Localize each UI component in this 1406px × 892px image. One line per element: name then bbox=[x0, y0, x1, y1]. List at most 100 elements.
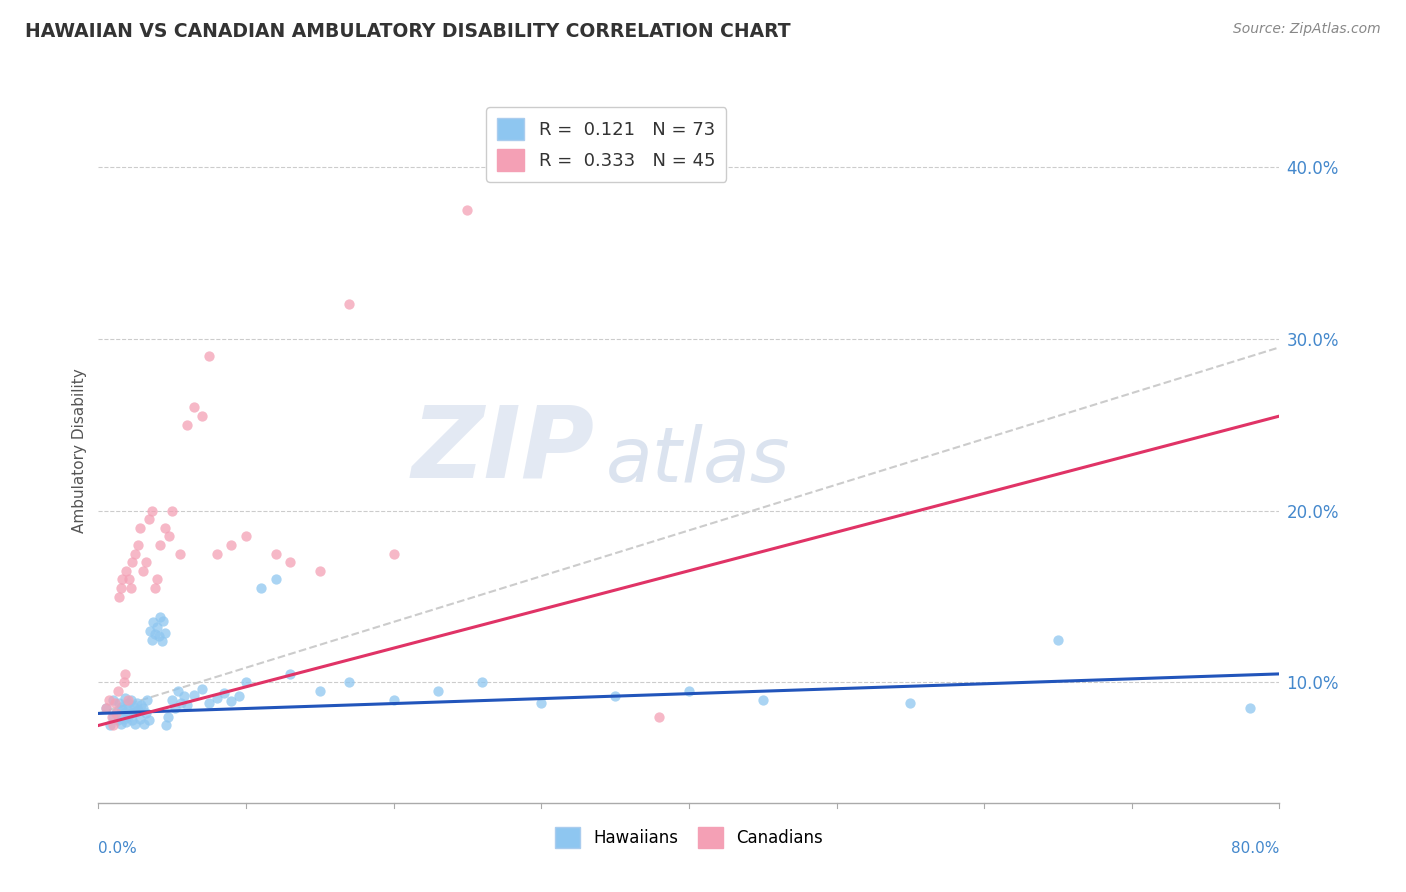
Point bbox=[221, 694, 243, 708]
Point bbox=[143, 627, 166, 641]
Point bbox=[128, 712, 150, 726]
Point bbox=[153, 521, 176, 535]
Point bbox=[183, 688, 205, 702]
Point bbox=[212, 686, 235, 700]
Point bbox=[110, 581, 132, 595]
Point bbox=[309, 564, 332, 578]
Point bbox=[117, 710, 139, 724]
Point bbox=[135, 555, 157, 569]
Point bbox=[132, 701, 155, 715]
Point bbox=[156, 710, 179, 724]
Point bbox=[1239, 701, 1261, 715]
Point bbox=[198, 696, 221, 710]
Point bbox=[162, 503, 183, 517]
Text: 0.0%: 0.0% bbox=[98, 840, 138, 855]
Point bbox=[115, 714, 138, 729]
Point bbox=[169, 547, 191, 561]
Point bbox=[122, 699, 145, 714]
Point bbox=[127, 703, 149, 717]
Point bbox=[108, 696, 131, 710]
Point bbox=[752, 692, 775, 706]
Point bbox=[129, 698, 152, 712]
Text: ZIP: ZIP bbox=[412, 402, 595, 499]
Point bbox=[134, 716, 156, 731]
Point bbox=[165, 701, 187, 715]
Point bbox=[382, 692, 405, 706]
Point bbox=[280, 555, 302, 569]
Point bbox=[118, 573, 141, 587]
Point bbox=[114, 705, 136, 719]
Point bbox=[94, 701, 117, 715]
Legend: Hawaiians, Canadians: Hawaiians, Canadians bbox=[548, 821, 830, 855]
Point bbox=[250, 581, 273, 595]
Point bbox=[111, 573, 134, 587]
Point bbox=[427, 684, 450, 698]
Point bbox=[205, 547, 228, 561]
Point bbox=[135, 706, 157, 721]
Point bbox=[124, 716, 146, 731]
Point bbox=[155, 718, 177, 732]
Point bbox=[98, 718, 121, 732]
Point bbox=[228, 690, 250, 704]
Point bbox=[205, 690, 228, 705]
Point bbox=[117, 692, 139, 706]
Point bbox=[149, 610, 172, 624]
Point bbox=[264, 547, 287, 561]
Point bbox=[112, 675, 135, 690]
Point bbox=[138, 512, 160, 526]
Point bbox=[117, 696, 139, 710]
Text: HAWAIIAN VS CANADIAN AMBULATORY DISABILITY CORRELATION CHART: HAWAIIAN VS CANADIAN AMBULATORY DISABILI… bbox=[25, 22, 792, 41]
Point bbox=[157, 529, 180, 543]
Point bbox=[235, 675, 257, 690]
Y-axis label: Ambulatory Disability: Ambulatory Disability bbox=[72, 368, 87, 533]
Point bbox=[221, 538, 243, 552]
Point bbox=[103, 718, 125, 732]
Point bbox=[382, 547, 405, 561]
Point bbox=[108, 590, 131, 604]
Point bbox=[141, 503, 163, 517]
Point bbox=[146, 620, 169, 634]
Point bbox=[235, 529, 257, 543]
Point bbox=[1046, 632, 1070, 647]
Point bbox=[139, 624, 162, 638]
Point bbox=[170, 696, 193, 710]
Point bbox=[97, 692, 120, 706]
Point bbox=[648, 710, 671, 724]
Point bbox=[191, 409, 214, 423]
Point bbox=[141, 632, 163, 647]
Point bbox=[127, 538, 149, 552]
Point bbox=[104, 696, 127, 710]
Text: atlas: atlas bbox=[606, 424, 790, 498]
Point bbox=[176, 698, 198, 712]
Point bbox=[115, 564, 138, 578]
Point bbox=[678, 684, 700, 698]
Point bbox=[125, 696, 148, 710]
Point bbox=[309, 684, 332, 698]
Point bbox=[107, 714, 129, 728]
Point bbox=[120, 581, 142, 595]
Point bbox=[148, 629, 170, 643]
Point bbox=[167, 684, 190, 698]
Point bbox=[152, 614, 174, 628]
Point bbox=[128, 521, 150, 535]
Point bbox=[264, 573, 287, 587]
Point bbox=[183, 401, 205, 415]
Point bbox=[605, 690, 627, 704]
Point bbox=[191, 682, 214, 697]
Point bbox=[107, 684, 129, 698]
Point bbox=[124, 705, 146, 719]
Point bbox=[110, 716, 132, 731]
Point bbox=[114, 690, 136, 705]
Point bbox=[173, 690, 195, 704]
Point bbox=[150, 634, 173, 648]
Point bbox=[138, 714, 160, 728]
Point bbox=[146, 573, 169, 587]
Point bbox=[105, 706, 128, 721]
Point bbox=[103, 710, 125, 724]
Point bbox=[100, 710, 122, 724]
Point bbox=[162, 692, 183, 706]
Point bbox=[457, 202, 479, 217]
Point bbox=[94, 701, 117, 715]
Point bbox=[471, 675, 494, 690]
Point bbox=[120, 706, 142, 721]
